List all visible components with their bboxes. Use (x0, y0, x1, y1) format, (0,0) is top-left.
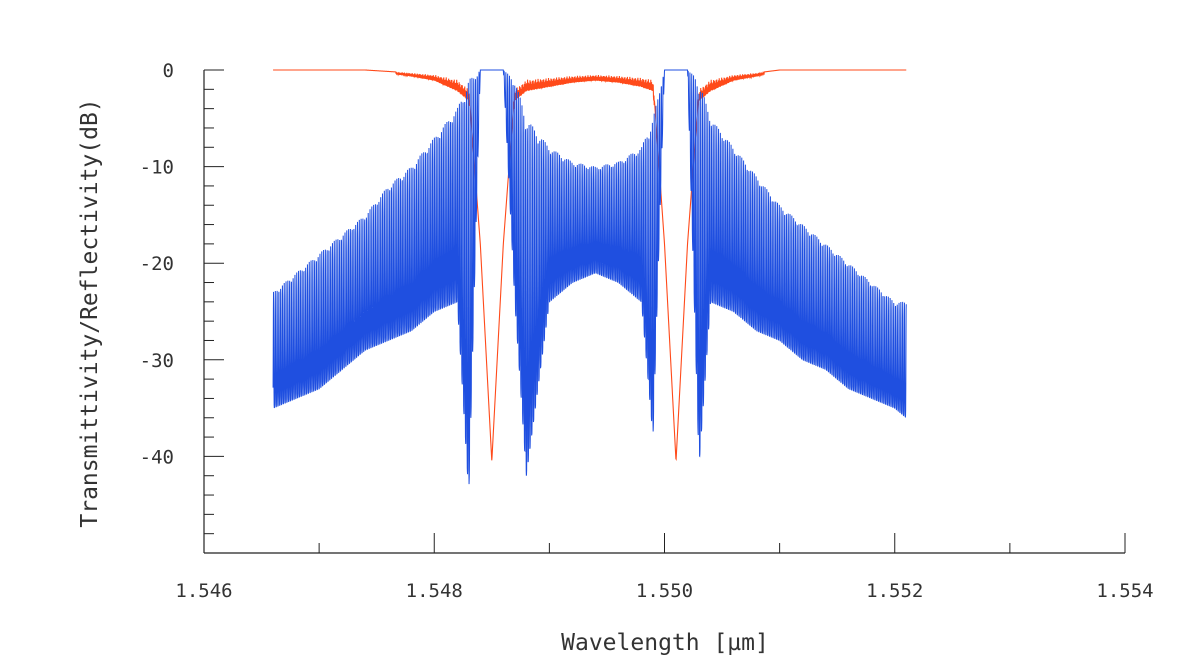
y-axis-label: Transmittivity/Reflectivity(dB) (77, 98, 103, 527)
x-tick-label: 1.550 (636, 580, 693, 602)
x-axis-label: Wavelength [µm] (561, 630, 769, 656)
y-tick-label: -20 (140, 253, 174, 275)
y-tick-labels: 0 -10 -20 -30 -40 (140, 60, 174, 468)
series-blue-line (272, 69, 907, 485)
series-blue (272, 69, 907, 485)
x-tick-label: 1.546 (175, 580, 232, 602)
y-tick-label: -30 (140, 350, 174, 372)
series-red (273, 69, 907, 462)
y-tick-label: -40 (140, 446, 174, 468)
series-red-line (273, 69, 907, 462)
x-tick-label: 1.552 (866, 580, 923, 602)
y-tick-label: 0 (163, 60, 174, 82)
x-tick-labels: 1.546 1.548 1.550 1.552 1.554 (175, 580, 1153, 602)
axes (203, 69, 1126, 554)
x-tick-label: 1.548 (406, 580, 463, 602)
y-tick-label: -10 (140, 157, 174, 179)
x-tick-label: 1.554 (1096, 580, 1153, 602)
